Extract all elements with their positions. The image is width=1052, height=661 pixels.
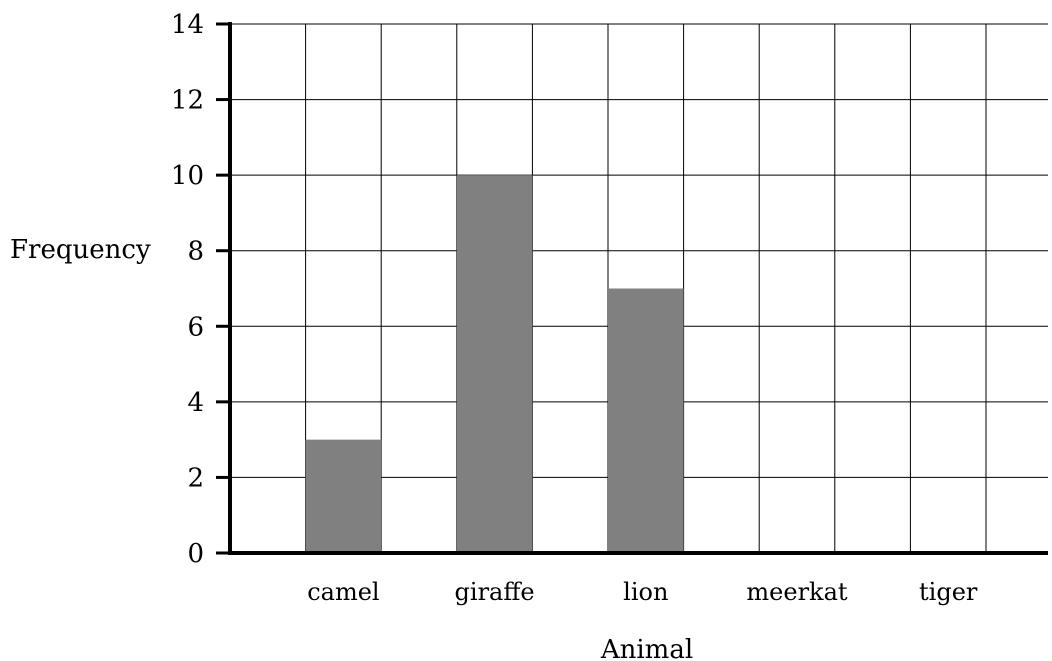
- x-category-label: meerkat: [746, 578, 847, 606]
- y-tick-label: 8: [187, 237, 204, 267]
- y-tick-label: 14: [171, 10, 204, 40]
- x-axis-title: Animal: [600, 635, 693, 661]
- bars: [305, 175, 684, 553]
- y-tick-label: 2: [187, 463, 204, 493]
- y-tick-label: 10: [171, 161, 204, 191]
- x-category-label: tiger: [919, 578, 978, 606]
- bar-camel: [305, 439, 382, 553]
- y-tick-label: 6: [187, 312, 204, 342]
- x-category-label: giraffe: [455, 578, 535, 606]
- y-tick-label: 0: [187, 539, 204, 569]
- y-tick-label: 4: [187, 388, 204, 418]
- axes: [216, 22, 1048, 555]
- bar-lion: [608, 288, 684, 553]
- x-category-label: lion: [623, 578, 668, 606]
- bar-giraffe: [456, 175, 533, 553]
- x-category-label: camel: [307, 578, 379, 606]
- y-axis-title: Frequency: [10, 235, 151, 265]
- x-category-labels: camel giraffe lion meerkat tiger: [307, 578, 978, 606]
- y-tick-label: 12: [171, 86, 204, 116]
- y-tick-labels: 0 2 4 6 8 10 12 14: [171, 10, 204, 569]
